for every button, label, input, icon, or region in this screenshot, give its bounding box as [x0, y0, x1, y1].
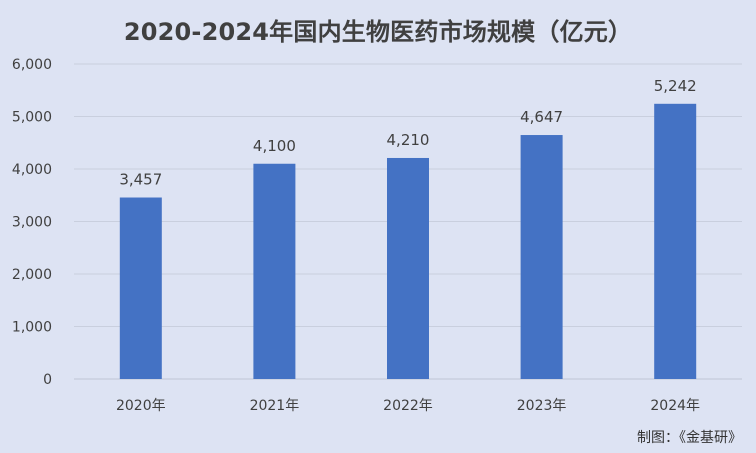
x-tick-label: 2024年	[650, 398, 700, 414]
y-tick-label: 4,000	[12, 162, 52, 178]
source-note: 制图：《金基研》	[637, 430, 742, 446]
chart-title: 2020-2024年国内生物医药市场规模（亿元）	[123, 18, 633, 46]
x-tick-label: 2023年	[517, 398, 567, 414]
y-tick-label: 5,000	[12, 110, 52, 126]
x-tick-label: 2022年	[383, 398, 433, 414]
x-tick-label: 2021年	[250, 398, 300, 414]
y-tick-label: 2,000	[12, 267, 52, 283]
y-tick-label: 0	[43, 372, 52, 388]
data-label: 3,457	[119, 171, 162, 189]
x-tick-label: 2020年	[116, 398, 166, 414]
y-tick-label: 1,000	[12, 320, 52, 336]
data-label: 4,210	[387, 131, 430, 149]
data-label: 4,647	[520, 108, 563, 126]
bar	[654, 103, 697, 380]
bar	[387, 157, 429, 379]
data-label: 5,242	[654, 77, 697, 95]
bar	[520, 135, 563, 379]
bar	[119, 197, 162, 379]
data-label: 4,100	[253, 137, 296, 155]
y-tick-label: 6,000	[12, 57, 52, 73]
y-tick-label: 3,000	[12, 215, 52, 231]
bar	[253, 163, 296, 379]
